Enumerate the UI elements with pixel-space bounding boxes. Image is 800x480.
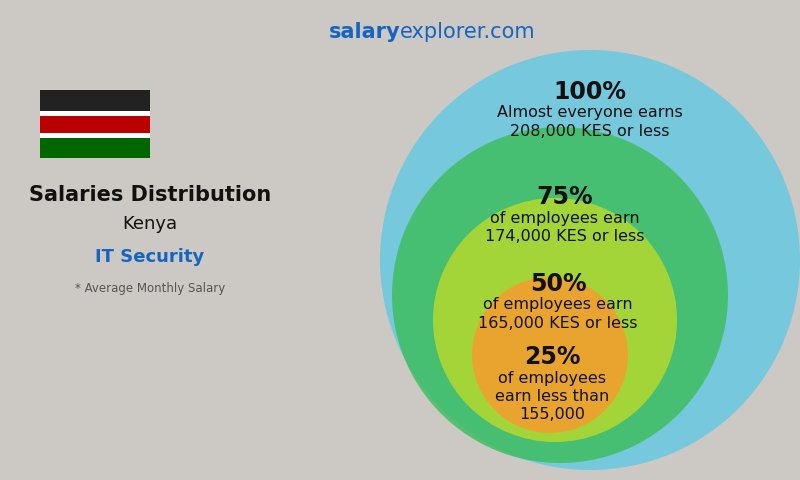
Text: 208,000 KES or less: 208,000 KES or less [510,124,670,139]
Bar [40,111,150,116]
Bar [40,133,150,138]
Text: IT Security: IT Security [95,248,205,266]
Text: earn less than: earn less than [495,389,609,404]
Text: of employees earn: of employees earn [483,298,633,312]
Text: Salaries Distribution: Salaries Distribution [29,185,271,205]
Text: 155,000: 155,000 [519,408,585,422]
Text: 165,000 KES or less: 165,000 KES or less [478,316,638,331]
Text: explorer.com: explorer.com [400,22,536,42]
Circle shape [380,50,800,470]
Text: salary: salary [328,22,400,42]
Text: 100%: 100% [554,80,626,104]
Text: 75%: 75% [537,185,594,209]
Text: 50%: 50% [530,272,586,296]
Text: Almost everyone earns: Almost everyone earns [497,106,683,120]
Text: Kenya: Kenya [122,215,178,233]
Text: 174,000 KES or less: 174,000 KES or less [486,229,645,244]
Text: * Average Monthly Salary: * Average Monthly Salary [75,282,225,295]
Text: of employees earn: of employees earn [490,211,640,226]
Text: 25%: 25% [524,345,580,369]
Bar [40,90,150,158]
Circle shape [433,198,677,442]
Bar [40,113,150,135]
Circle shape [392,127,728,463]
Bar [40,135,150,158]
Circle shape [472,277,628,433]
Text: of employees: of employees [498,371,606,385]
